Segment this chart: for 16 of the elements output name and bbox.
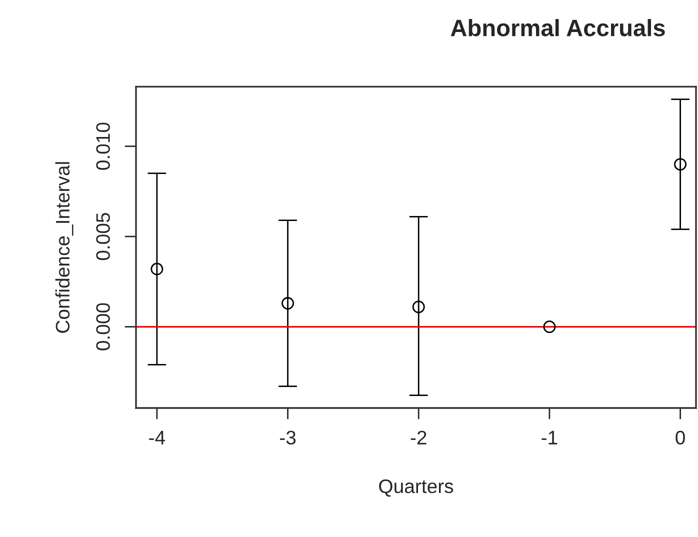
x-axis-title: Quarters (379, 479, 454, 497)
x-tick-label: -3 (280, 430, 296, 445)
y-axis-title: Confidence_Interval (55, 162, 74, 333)
point (674, 158, 687, 171)
point (150, 262, 164, 276)
x-tick-label: -4 (149, 430, 166, 444)
y-tick-label: 0.005 (96, 213, 110, 260)
x-tick-label: -2 (410, 430, 426, 444)
point (543, 320, 556, 334)
x-tick-label: -1 (542, 430, 558, 444)
x-tick-label: 0 (676, 430, 685, 445)
y-tick-label: 0.000 (96, 303, 110, 350)
point (282, 297, 294, 310)
y-tick-label: 0.010 (96, 122, 110, 170)
chart-title: Abnormal Accruals (450, 18, 665, 36)
point (412, 300, 425, 314)
